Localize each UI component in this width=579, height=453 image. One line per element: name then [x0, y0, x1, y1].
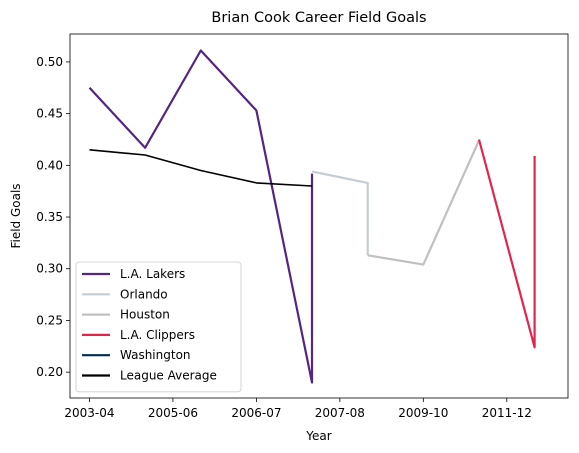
chart-title: Brian Cook Career Field Goals [211, 10, 426, 26]
y-tick-label: 0.50 [36, 55, 63, 69]
x-tick-label: 2006-07 [231, 406, 281, 420]
y-tick-label: 0.35 [36, 210, 63, 224]
legend-label: Houston [120, 308, 170, 322]
legend-label: L.A. Lakers [120, 267, 185, 281]
legend: L.A. Lakers Orlando Houston L.A. Clippers Wa… [75, 261, 242, 393]
legend-label: Orlando [120, 287, 168, 301]
series-line-orlando [311, 170, 369, 256]
y-tick-label: 0.40 [36, 158, 63, 172]
plot-frame [69, 33, 569, 399]
y-axis-ticks: 0.20 0.25 0.30 0.35 0.40 0.45 0.50 [36, 55, 70, 379]
legend-label: L.A. Clippers [120, 328, 195, 342]
x-tick-label: 2011-12 [482, 406, 532, 420]
legend-label: Washington [120, 348, 191, 362]
x-tick-label: 2003-04 [64, 406, 114, 420]
x-tick-label: 2009-10 [398, 406, 448, 420]
y-tick-label: 0.45 [36, 107, 63, 121]
series-line-l-a-clippers [477, 139, 536, 349]
x-axis-ticks: 2003-04 2005-06 2006-07 2007-08 2009-10 2011-… [64, 398, 532, 420]
series-line-league-average [89, 149, 313, 187]
plot-area [69, 33, 569, 399]
y-tick-label: 0.30 [36, 262, 63, 276]
x-axis-label: Year [305, 429, 331, 443]
legend-box [75, 261, 242, 393]
x-tick-label: 2007-08 [315, 406, 365, 420]
series-line-l-a-lakers [88, 49, 314, 384]
legend-label: League Average [120, 369, 217, 383]
x-tick-label: 2005-06 [148, 406, 198, 420]
y-tick-label: 0.25 [36, 313, 63, 327]
y-axis-label: Field Goals [9, 183, 23, 248]
y-tick-label: 0.20 [36, 365, 63, 379]
series-line-houston [367, 140, 481, 266]
